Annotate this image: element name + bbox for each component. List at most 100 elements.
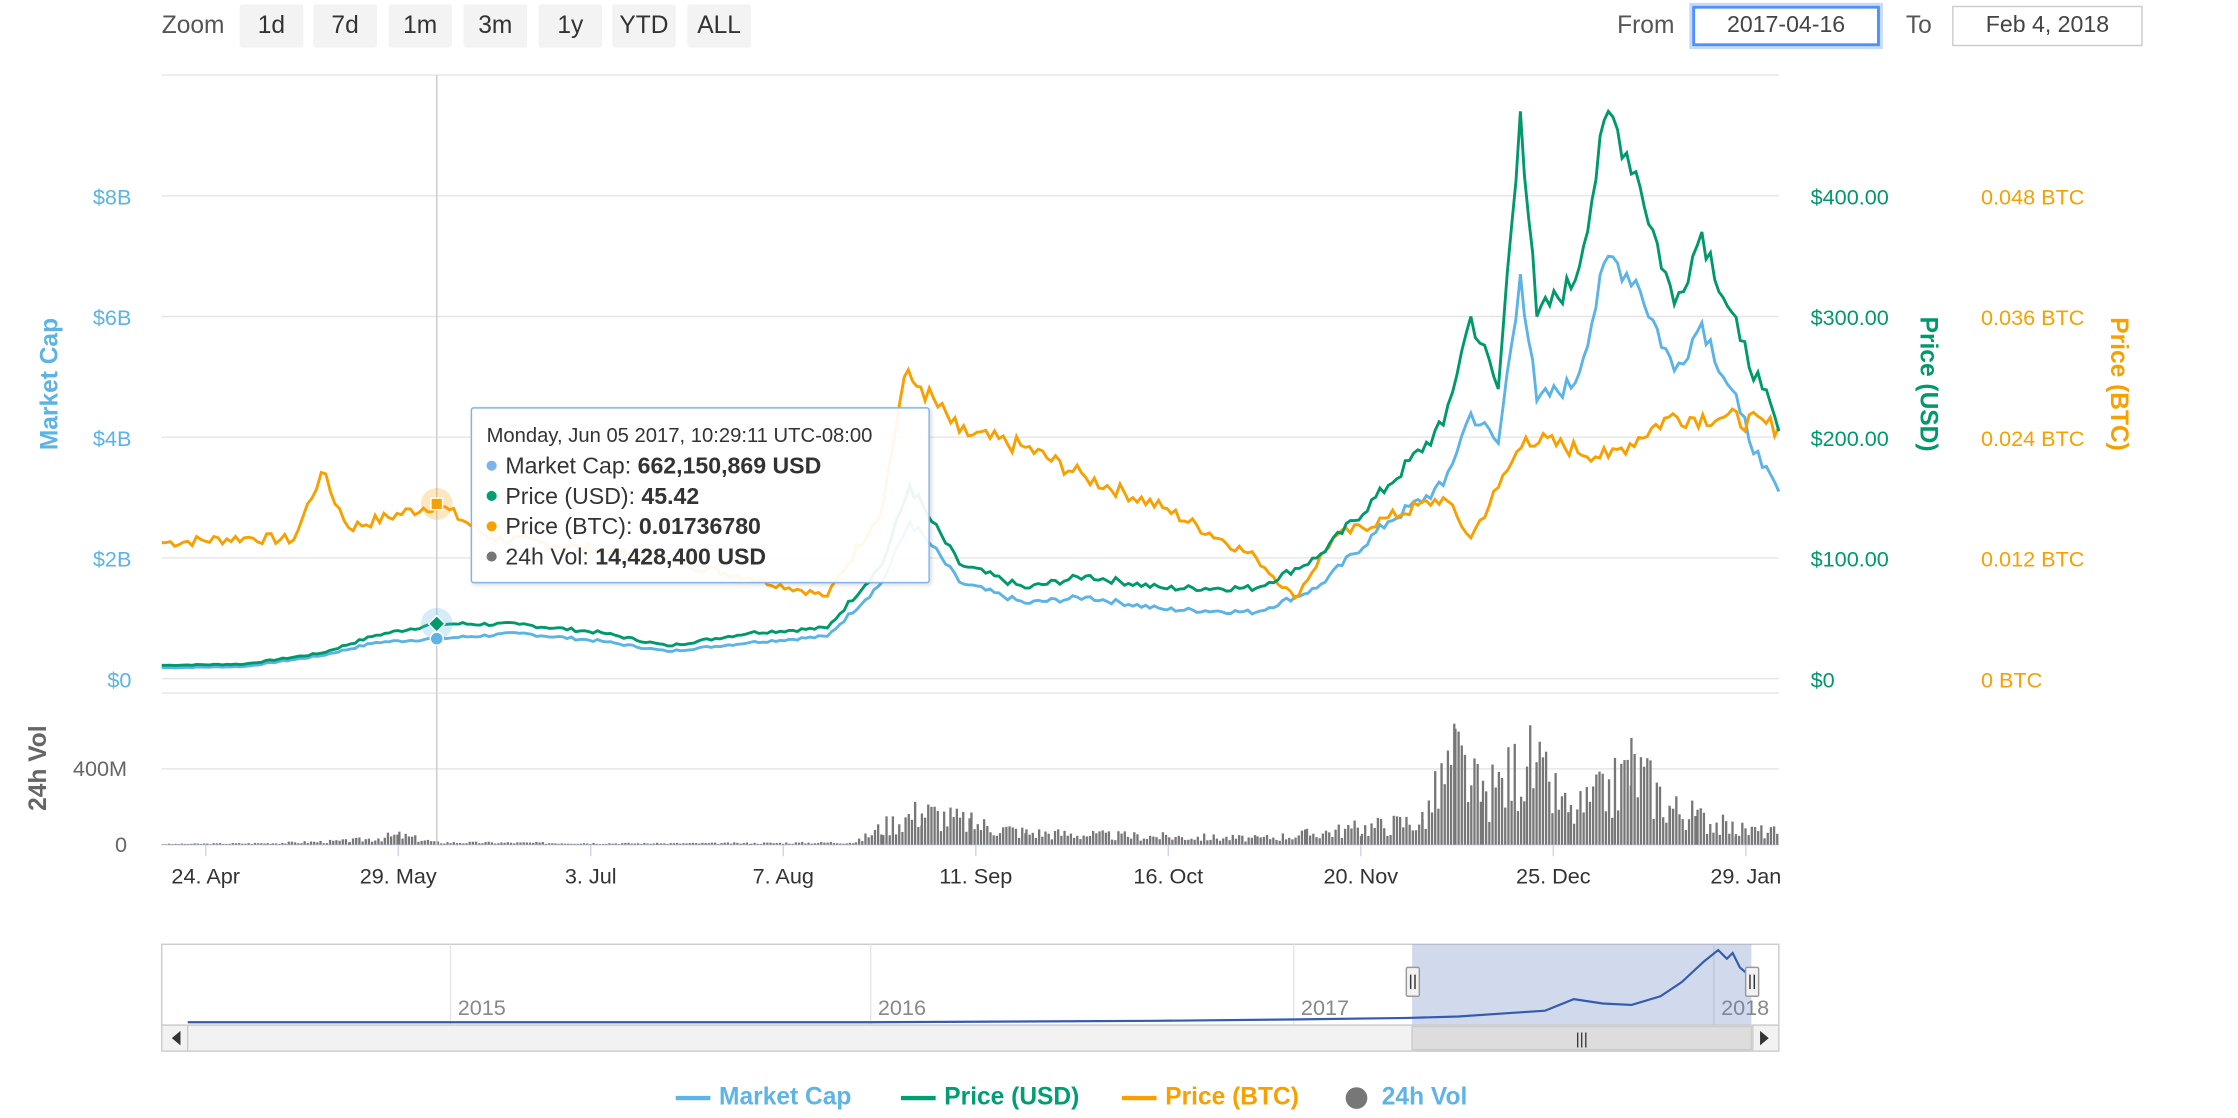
legend-item-market-cap[interactable]: Market Cap [676, 1083, 852, 1112]
volume-column [1461, 745, 1463, 844]
volume-column [187, 844, 189, 845]
volume-column [1174, 837, 1176, 845]
volume-column [1688, 819, 1690, 844]
volume-column [1216, 839, 1218, 845]
volume-column [1437, 809, 1439, 845]
volume-column [260, 843, 262, 844]
volume-column [911, 820, 913, 845]
volume-column [1725, 821, 1727, 845]
volume-column [1767, 833, 1769, 845]
volume-column [1659, 787, 1661, 845]
volume-column [1315, 837, 1317, 845]
volume-column [670, 843, 672, 845]
volume-column [823, 843, 825, 845]
volume-column [1402, 827, 1404, 844]
volume-column [1470, 785, 1472, 844]
volume-column [980, 830, 982, 845]
volume-column [1643, 767, 1645, 845]
volume-column [739, 844, 741, 845]
volume-column [679, 844, 681, 845]
volume-column [788, 844, 790, 845]
legend-label: 24h Vol [1382, 1083, 1467, 1112]
volume-column [1044, 832, 1046, 845]
volume-column [1558, 810, 1560, 845]
volume-column [1092, 831, 1094, 845]
volume-column [1719, 835, 1721, 845]
x-tick-label: 29. May [360, 864, 437, 889]
volume-column [206, 844, 208, 845]
volume-column [1021, 828, 1023, 845]
volume-column [1477, 764, 1479, 845]
volume-column [1248, 837, 1250, 844]
volume-column [1640, 757, 1642, 844]
legend-item-volume[interactable]: 24h Vol [1346, 1083, 1468, 1112]
navigator[interactable]: 2015201620172018||| [162, 944, 1779, 1051]
volume-column [1633, 754, 1635, 845]
volume-column [203, 844, 205, 845]
volume-column [940, 831, 942, 845]
tooltip-row-volume: 24h Vol: 14,428,400 USD [487, 543, 914, 573]
volume-column [401, 839, 403, 845]
volume-column [1086, 836, 1088, 844]
volume-column [833, 843, 835, 845]
volume-column [345, 839, 347, 844]
volume-column [720, 843, 722, 845]
price-usd-tick-label: $300.00 [1811, 305, 1889, 330]
volume-column [1228, 840, 1230, 844]
volume-column [885, 816, 887, 844]
volume-column [411, 837, 413, 845]
volume-column [1491, 765, 1493, 845]
volume-column [776, 843, 778, 845]
volume-column [1171, 840, 1173, 845]
volume-column [1032, 833, 1034, 845]
volume-column [977, 824, 979, 845]
volume-column [323, 843, 325, 844]
volume-column [1425, 829, 1427, 845]
volume-column [1025, 829, 1027, 844]
volume-column [852, 843, 854, 844]
volume-column [927, 805, 929, 845]
price-usd-tick-label: $400.00 [1811, 184, 1889, 209]
legend-item-price-btc[interactable]: Price (BTC) [1122, 1083, 1299, 1112]
price-chart[interactable]: $0$2B$4B$6B$8B$0$100.00$200.00$300.00$40… [0, 0, 2238, 1076]
volume-column [538, 842, 540, 844]
x-tick-label: 3. Jul [565, 864, 617, 889]
volume-column [874, 830, 876, 845]
volume-column [338, 841, 340, 845]
volume-column [673, 843, 675, 844]
volume-column [519, 842, 521, 844]
volume-column [1675, 796, 1677, 844]
volume-column [621, 843, 623, 844]
market-cap-tick-label: $2B [93, 547, 132, 572]
volume-column [384, 838, 386, 845]
volume-column [763, 842, 765, 844]
volume-column [779, 843, 781, 845]
volume-column [839, 844, 841, 845]
volume-column [589, 844, 591, 845]
volume-column [1408, 825, 1410, 845]
volume-column [1259, 837, 1261, 844]
volume-column [1155, 837, 1157, 845]
volume-column [387, 833, 389, 845]
volume-column [1136, 834, 1138, 844]
volume-column [1002, 827, 1004, 844]
volume-column [570, 844, 572, 845]
volume-column [1582, 812, 1584, 844]
volume-column [1213, 834, 1215, 844]
volume-column [564, 844, 566, 845]
volume-column [278, 844, 280, 845]
chart-legend: Market Cap Price (USD) Price (BTC) 24h V… [0, 1083, 2238, 1118]
legend-item-price-usd[interactable]: Price (USD) [901, 1083, 1079, 1112]
navigator-selection [1412, 944, 1751, 1025]
legend-label: Price (BTC) [1165, 1083, 1299, 1112]
volume-column [216, 843, 218, 844]
legend-line-icon [676, 1095, 711, 1099]
volume-column [666, 844, 668, 845]
volume-column [257, 843, 259, 844]
volume-column [1241, 836, 1243, 845]
volume-column [1181, 837, 1183, 845]
volume-column [1353, 821, 1355, 845]
volume-column [478, 843, 480, 844]
volume-column [973, 829, 975, 844]
volume-column [1319, 838, 1321, 844]
